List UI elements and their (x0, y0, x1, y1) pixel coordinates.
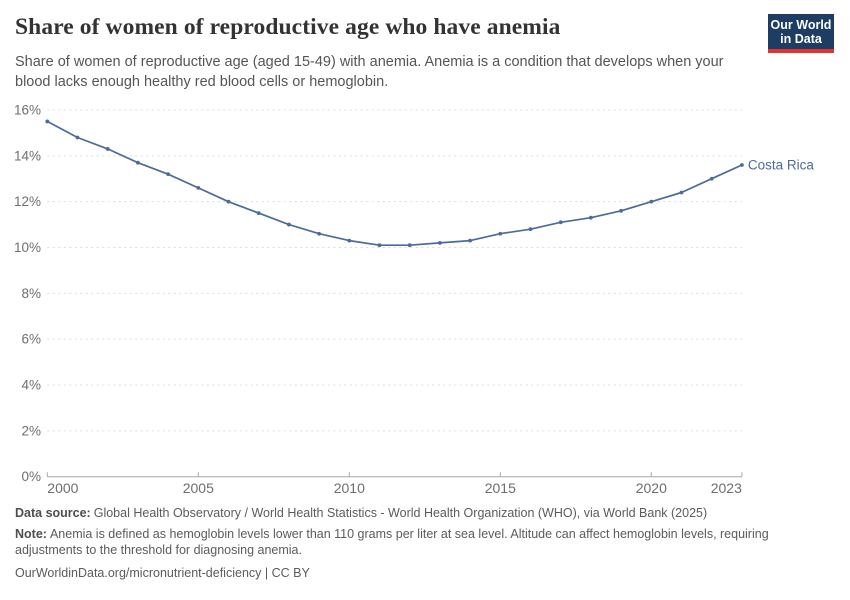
chart-footer: Data source: Global Health Observatory / … (15, 505, 815, 586)
footer-url[interactable]: OurWorldinData.org/micronutrient-deficie… (15, 566, 262, 580)
data-point (166, 172, 171, 177)
y-axis-tick-label: 6% (21, 332, 41, 347)
x-axis-tick-label: 2000 (47, 480, 78, 496)
footer-url-line: OurWorldinData.org/micronutrient-deficie… (15, 565, 815, 581)
note-line: Note: Anemia is defined as hemoglobin lev… (15, 526, 815, 558)
x-axis-tick-label: 2015 (485, 480, 516, 496)
data-point (468, 238, 472, 243)
data-point (407, 243, 412, 248)
data-point (589, 215, 593, 220)
y-axis-tick-label: 10% (14, 240, 41, 255)
owid-logo[interactable]: Our World in Data (768, 14, 834, 53)
data-point (740, 163, 744, 167)
data-source-text: Global Health Observatory / World Health… (93, 506, 708, 520)
footer-separator: | (264, 566, 269, 580)
y-axis-tick-label: 2% (21, 423, 41, 438)
x-axis-tick-label: 2010 (334, 480, 365, 496)
chart-subtitle: Share of women of reproductive age (aged… (15, 54, 724, 90)
data-point (558, 220, 563, 225)
data-point (498, 231, 503, 236)
x-axis-tick-label: 2023 (711, 480, 742, 496)
data-point (438, 241, 442, 245)
data-point (75, 135, 80, 140)
owid-logo-line2: in Data (780, 32, 822, 46)
data-point (196, 186, 201, 190)
note-text: Anemia is defined as hemoglobin levels l… (15, 527, 769, 557)
y-axis-tick-label: 16% (14, 102, 41, 117)
data-point (287, 222, 291, 227)
data-point (317, 231, 321, 236)
data-point (45, 119, 50, 124)
data-point (377, 243, 382, 248)
page-title: Share of women of reproductive age who h… (15, 14, 561, 40)
x-axis-tick-label: 2005 (183, 480, 214, 496)
x-axis-tick-label: 2020 (636, 480, 667, 496)
series-end-label[interactable]: Costa Rica (748, 157, 815, 172)
owid-logo-line1: Our World (770, 18, 832, 32)
data-point (347, 238, 352, 243)
y-axis-tick-label: 14% (14, 148, 41, 163)
data-point (528, 227, 533, 232)
y-axis-tick-label: 0% (21, 469, 41, 484)
data-point (709, 176, 714, 181)
data-point (679, 190, 684, 195)
data-source-label: Data source: (15, 506, 91, 520)
data-point (226, 199, 231, 204)
trend-line (46, 120, 743, 247)
y-axis-tick-label: 4% (21, 378, 41, 393)
line-chart[interactable]: 0% 2% 4% 6% 8% 10% 12% 14% 16% 2000 2005 2010 2015 20… (0, 92, 850, 504)
data-point (619, 208, 623, 213)
data-point (256, 211, 261, 216)
data-source-line: Data source: Global Health Observatory / … (15, 505, 815, 521)
y-axis-tick-label: 12% (14, 194, 41, 209)
data-point (649, 199, 654, 204)
license-label: CC BY (271, 566, 310, 580)
y-axis-tick-label: 8% (21, 286, 41, 301)
data-point (136, 160, 140, 165)
data-point (105, 147, 110, 151)
note-label: Note: (15, 527, 47, 541)
